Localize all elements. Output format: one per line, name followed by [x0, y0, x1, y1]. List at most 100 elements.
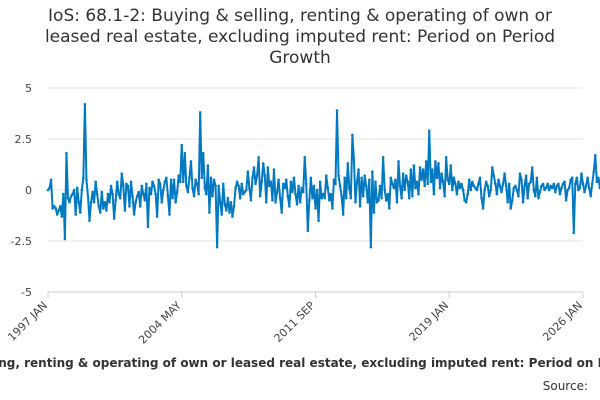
data-point	[298, 200, 302, 204]
data-point	[126, 184, 130, 188]
data-point	[567, 186, 571, 190]
data-point	[191, 186, 194, 190]
data-point	[435, 176, 439, 180]
data-point	[487, 194, 491, 198]
data-point	[346, 162, 350, 165]
data-point	[355, 180, 359, 184]
data-point	[443, 194, 446, 198]
data-point	[77, 200, 81, 204]
data-point	[306, 229, 310, 233]
data-point	[229, 200, 233, 204]
data-point	[457, 180, 460, 184]
data-point	[108, 200, 111, 204]
data-point	[237, 184, 240, 188]
data-point	[240, 182, 244, 186]
data-point	[491, 166, 494, 169]
data-point	[407, 196, 411, 200]
data-point	[261, 162, 265, 165]
data-point	[366, 200, 370, 204]
data-point	[501, 182, 505, 186]
data-point	[109, 184, 113, 188]
data-point	[89, 200, 93, 204]
data-point	[331, 207, 334, 210]
data-point	[506, 200, 509, 204]
data-point	[518, 172, 522, 175]
data-point	[563, 180, 566, 184]
data-point	[82, 176, 85, 180]
data-point	[258, 194, 262, 198]
data-point	[429, 180, 433, 184]
data-point	[78, 211, 82, 214]
data-point	[418, 166, 422, 169]
data-point	[387, 207, 391, 210]
data-point	[570, 176, 574, 180]
data-point	[185, 184, 188, 188]
data-point	[566, 188, 569, 192]
data-point	[321, 192, 325, 196]
data-point	[269, 180, 273, 184]
data-point	[414, 186, 417, 190]
data-point	[62, 192, 65, 196]
data-point	[231, 215, 234, 218]
data-point	[265, 200, 268, 204]
data-point	[205, 192, 208, 196]
source-label: Source:	[542, 379, 588, 393]
data-point	[215, 245, 219, 249]
data-point	[441, 180, 445, 184]
data-point	[260, 180, 263, 184]
data-point	[427, 129, 431, 133]
y-tick-label: 0	[25, 184, 32, 197]
data-point	[437, 162, 440, 165]
data-point	[252, 166, 256, 169]
data-point	[151, 180, 154, 184]
data-point	[272, 168, 276, 171]
data-point	[291, 190, 294, 194]
data-point	[243, 190, 247, 194]
data-point	[440, 172, 443, 175]
data-point	[352, 158, 356, 161]
data-point	[248, 186, 251, 190]
data-point	[449, 164, 453, 167]
data-point	[386, 192, 390, 196]
data-point	[146, 225, 150, 229]
data-point	[317, 219, 320, 222]
data-point	[275, 190, 279, 194]
data-point	[406, 180, 410, 184]
data-point	[461, 188, 465, 192]
data-point	[537, 196, 540, 200]
data-point	[135, 194, 139, 198]
data-point	[55, 213, 59, 216]
data-point	[181, 180, 185, 184]
data-point	[255, 174, 259, 178]
data-point	[152, 184, 156, 188]
data-point	[294, 192, 297, 196]
data-point	[91, 190, 94, 194]
data-point	[434, 160, 437, 163]
x-tick-label: 1997 JAN	[5, 299, 50, 344]
data-point	[394, 178, 397, 182]
data-point	[526, 196, 529, 200]
data-point	[68, 200, 71, 204]
data-point	[586, 176, 589, 180]
data-point	[157, 178, 160, 182]
data-point	[120, 172, 124, 175]
data-point	[246, 170, 250, 173]
data-point	[212, 178, 216, 182]
data-point	[189, 160, 193, 163]
data-point	[129, 180, 133, 184]
data-point	[515, 188, 519, 192]
data-point	[412, 164, 416, 167]
data-point	[180, 143, 184, 147]
data-point	[472, 184, 476, 188]
data-point	[384, 198, 388, 202]
data-point	[438, 186, 442, 190]
data-point	[194, 178, 197, 182]
data-point	[134, 200, 137, 204]
data-point	[577, 188, 580, 192]
data-point	[523, 184, 526, 188]
data-point	[467, 178, 471, 182]
data-point	[447, 182, 451, 186]
data-point	[478, 176, 482, 180]
data-point	[142, 192, 145, 196]
data-point	[86, 194, 90, 198]
